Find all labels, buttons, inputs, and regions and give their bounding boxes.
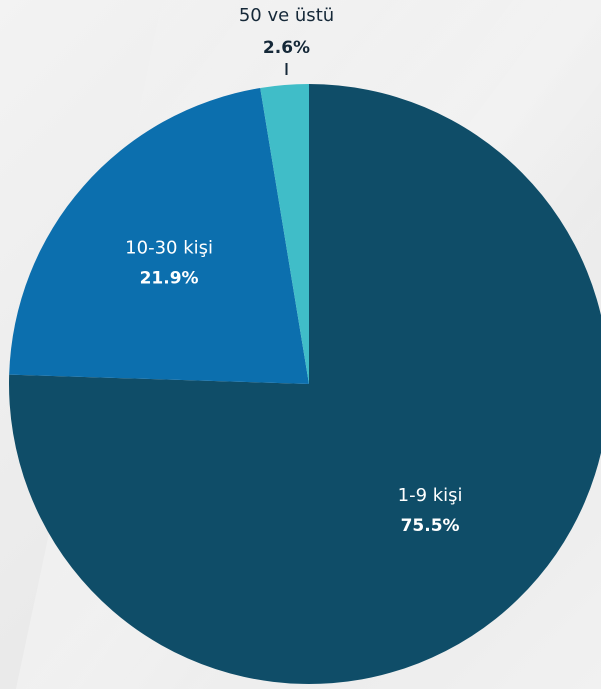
pie-slice-50-ve-ustu [260,84,309,384]
pie-slice-10-30-kisi [9,87,310,385]
pie-labels: 1-9 kişi 75.5% 10-30 kişi 21.9% 50 ve üstü 2.… [125,5,462,536]
slice-label-1-9-kisi: 1-9 kişi [398,485,463,506]
pie-slice-1-9-kisi [9,84,601,684]
slice-value-1-9-kisi: 75.5% [401,516,460,536]
slice-label-10-30-kisi: 10-30 kişi [125,237,213,258]
slice-label-50-ve-ustu: 50 ve üstü [239,5,334,26]
slice-value-10-30-kisi: 21.9% [140,268,199,288]
pie-slices [9,84,601,684]
slice-value-50-ve-ustu: 2.6% [263,38,310,58]
